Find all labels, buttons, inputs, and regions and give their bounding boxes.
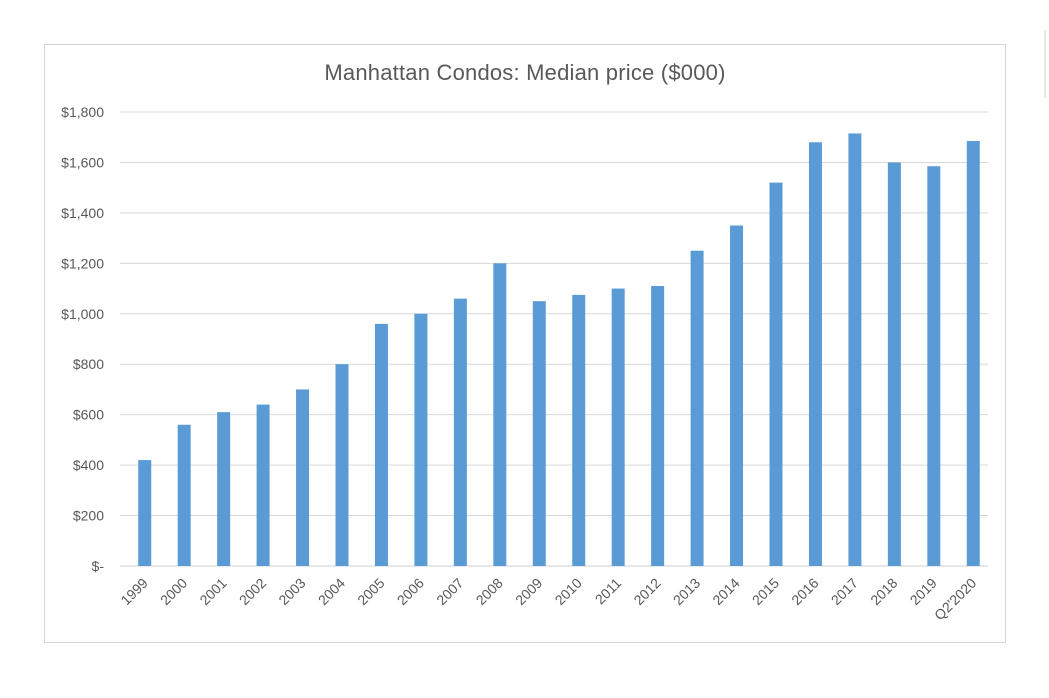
x-tick-label: 2009 xyxy=(512,575,545,608)
bar xyxy=(453,298,467,566)
x-tick-label: 2007 xyxy=(433,575,466,608)
y-tick-label: $- xyxy=(92,558,105,574)
bar xyxy=(651,286,665,566)
bar xyxy=(611,288,625,566)
x-tick-label: 2014 xyxy=(709,575,742,608)
x-tick-label: 2001 xyxy=(196,575,229,608)
bar xyxy=(335,364,349,566)
bar xyxy=(730,225,744,566)
bar xyxy=(296,389,310,566)
x-tick-label: 2015 xyxy=(749,575,782,608)
bar xyxy=(887,162,901,566)
y-tick-label: $1,000 xyxy=(61,306,104,322)
bar xyxy=(138,460,152,566)
bar xyxy=(374,323,388,566)
x-tick-label: 2019 xyxy=(907,575,940,608)
y-tick-label: $1,400 xyxy=(61,205,104,221)
y-tick-label: $200 xyxy=(73,508,104,524)
x-tick-label: 2017 xyxy=(828,575,861,608)
bar xyxy=(217,412,231,566)
x-tick-label: 2008 xyxy=(473,575,506,608)
bar xyxy=(256,404,270,566)
bar xyxy=(808,142,822,566)
edge-divider xyxy=(1044,30,1046,98)
x-tick-label: 2012 xyxy=(630,575,663,608)
y-tick-label: $800 xyxy=(73,356,104,372)
x-tick-label: 2018 xyxy=(867,575,900,608)
x-tick-label: 2000 xyxy=(157,575,190,608)
x-tick-label: 2006 xyxy=(394,575,427,608)
x-tick-label: 2011 xyxy=(592,575,625,608)
y-tick-label: $1,200 xyxy=(61,255,104,271)
y-tick-label: $1,800 xyxy=(61,104,104,120)
bar xyxy=(493,263,507,566)
bar xyxy=(690,250,704,566)
chart-frame xyxy=(44,44,1006,643)
x-axis-ticks: 1999 2000 2001 2002 2003 2004 2005 2006 2007 2008… xyxy=(118,575,980,624)
y-tick-label: $400 xyxy=(73,457,104,473)
bars xyxy=(138,133,980,566)
bar xyxy=(177,424,191,566)
x-tick-label: 2003 xyxy=(275,575,308,608)
bar xyxy=(414,313,428,566)
bar xyxy=(927,166,941,566)
x-tick-label: Q2'2020 xyxy=(931,575,980,624)
x-tick-label: 2010 xyxy=(552,575,585,608)
x-tick-label: 2002 xyxy=(236,575,269,608)
bar xyxy=(769,182,783,566)
bar xyxy=(532,301,546,566)
x-tick-label: 1999 xyxy=(118,575,151,608)
bar xyxy=(966,141,980,566)
x-tick-label: 2005 xyxy=(354,575,387,608)
chart-title: Manhattan Condos: Median price ($000) xyxy=(324,60,726,85)
x-tick-label: 2016 xyxy=(788,575,821,608)
x-tick-label: 2013 xyxy=(670,575,703,608)
y-tick-label: $600 xyxy=(73,407,104,423)
bar xyxy=(572,294,586,566)
y-axis-ticks: $- $200 $400 $600 $800 $1,000 $1,200 $1,400 $1,6… xyxy=(61,104,104,574)
y-tick-label: $1,600 xyxy=(61,154,104,170)
bar xyxy=(848,133,862,566)
x-tick-label: 2004 xyxy=(315,575,348,608)
